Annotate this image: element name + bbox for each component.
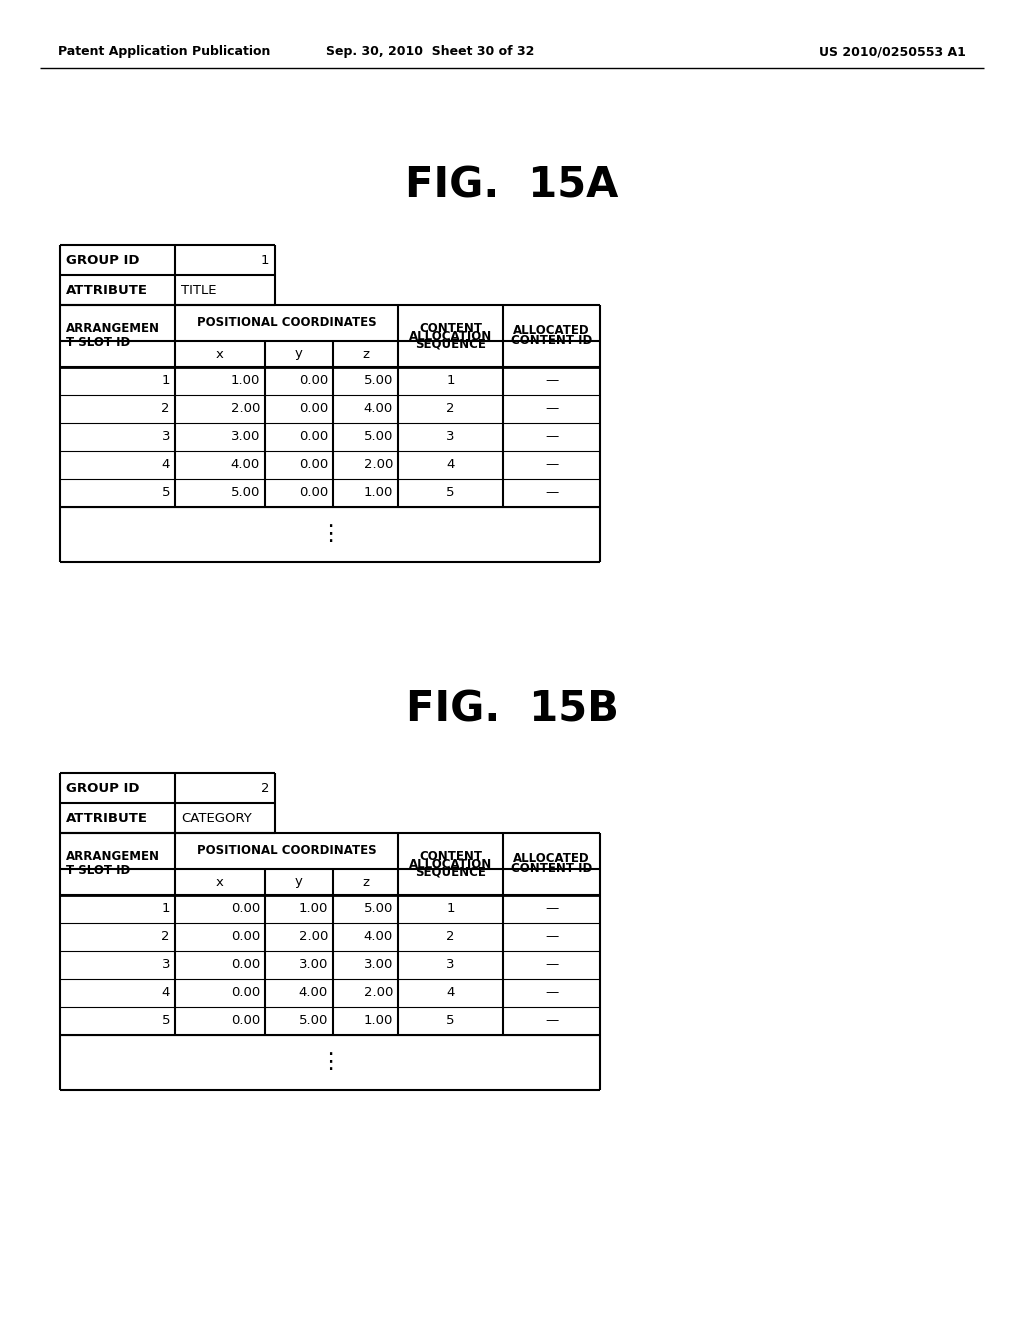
Text: ALLOCATED: ALLOCATED	[513, 325, 590, 338]
Text: ARRANGEMEN: ARRANGEMEN	[66, 322, 160, 335]
Text: ALLOCATION: ALLOCATION	[409, 330, 493, 342]
Text: T SLOT ID: T SLOT ID	[66, 865, 130, 878]
Text: 0.00: 0.00	[230, 958, 260, 972]
Text: 1.00: 1.00	[364, 487, 393, 499]
Text: —: —	[545, 487, 558, 499]
Text: 2.00: 2.00	[364, 986, 393, 999]
Text: CONTENT: CONTENT	[419, 322, 482, 334]
Text: 5.00: 5.00	[364, 430, 393, 444]
Text: 4.00: 4.00	[364, 403, 393, 416]
Text: —: —	[545, 931, 558, 944]
Text: 5.00: 5.00	[230, 487, 260, 499]
Text: CONTENT ID: CONTENT ID	[511, 334, 592, 347]
Text: 1.00: 1.00	[299, 903, 328, 916]
Text: 2.00: 2.00	[230, 403, 260, 416]
Text: 0.00: 0.00	[299, 458, 328, 471]
Text: y: y	[295, 347, 303, 360]
Text: 0.00: 0.00	[299, 430, 328, 444]
Text: FIG.  15B: FIG. 15B	[406, 689, 618, 731]
Text: SEQUENCE: SEQUENCE	[415, 866, 486, 879]
Text: FIG.  15A: FIG. 15A	[406, 164, 618, 206]
Text: 4: 4	[446, 458, 455, 471]
Text: 3.00: 3.00	[230, 430, 260, 444]
Text: CONTENT: CONTENT	[419, 850, 482, 862]
Text: POSITIONAL COORDINATES: POSITIONAL COORDINATES	[197, 845, 376, 858]
Text: 4: 4	[446, 986, 455, 999]
Text: 0.00: 0.00	[299, 375, 328, 388]
Text: 0.00: 0.00	[230, 1015, 260, 1027]
Text: ATTRIBUTE: ATTRIBUTE	[66, 812, 148, 825]
Text: 4: 4	[162, 986, 170, 999]
Text: z: z	[362, 347, 369, 360]
Text: 2: 2	[446, 931, 455, 944]
Text: 0.00: 0.00	[299, 487, 328, 499]
Text: T SLOT ID: T SLOT ID	[66, 337, 130, 350]
Text: —: —	[545, 986, 558, 999]
Text: 4: 4	[162, 458, 170, 471]
Text: CONTENT ID: CONTENT ID	[511, 862, 592, 875]
Text: 3: 3	[446, 958, 455, 972]
Text: 3.00: 3.00	[299, 958, 328, 972]
Text: 5.00: 5.00	[364, 903, 393, 916]
Text: 5.00: 5.00	[364, 375, 393, 388]
Text: 0.00: 0.00	[230, 903, 260, 916]
Text: 3: 3	[162, 958, 170, 972]
Text: 0.00: 0.00	[230, 986, 260, 999]
Text: 5.00: 5.00	[299, 1015, 328, 1027]
Text: 3: 3	[162, 430, 170, 444]
Text: 2: 2	[446, 403, 455, 416]
Text: 2: 2	[260, 781, 269, 795]
Text: 2: 2	[162, 403, 170, 416]
Text: Sep. 30, 2010  Sheet 30 of 32: Sep. 30, 2010 Sheet 30 of 32	[326, 45, 535, 58]
Text: ⋮: ⋮	[318, 1052, 341, 1072]
Text: 1: 1	[260, 253, 269, 267]
Text: 3.00: 3.00	[364, 958, 393, 972]
Text: z: z	[362, 875, 369, 888]
Text: Patent Application Publication: Patent Application Publication	[58, 45, 270, 58]
Text: 2.00: 2.00	[364, 458, 393, 471]
Text: —: —	[545, 403, 558, 416]
Text: ARRANGEMEN: ARRANGEMEN	[66, 850, 160, 863]
Text: —: —	[545, 903, 558, 916]
Text: GROUP ID: GROUP ID	[66, 781, 139, 795]
Text: SEQUENCE: SEQUENCE	[415, 338, 486, 351]
Text: 1.00: 1.00	[364, 1015, 393, 1027]
Text: x: x	[216, 875, 224, 888]
Text: 5: 5	[446, 487, 455, 499]
Text: —: —	[545, 430, 558, 444]
Text: ATTRIBUTE: ATTRIBUTE	[66, 284, 148, 297]
Text: —: —	[545, 1015, 558, 1027]
Text: POSITIONAL COORDINATES: POSITIONAL COORDINATES	[197, 317, 376, 330]
Text: 4.00: 4.00	[299, 986, 328, 999]
Text: 5: 5	[446, 1015, 455, 1027]
Text: 1: 1	[446, 375, 455, 388]
Text: 4.00: 4.00	[230, 458, 260, 471]
Text: US 2010/0250553 A1: US 2010/0250553 A1	[819, 45, 966, 58]
Text: TITLE: TITLE	[181, 284, 216, 297]
Text: 2.00: 2.00	[299, 931, 328, 944]
Text: —: —	[545, 958, 558, 972]
Text: GROUP ID: GROUP ID	[66, 253, 139, 267]
Text: x: x	[216, 347, 224, 360]
Text: 0.00: 0.00	[299, 403, 328, 416]
Text: —: —	[545, 375, 558, 388]
Text: 1.00: 1.00	[230, 375, 260, 388]
Text: y: y	[295, 875, 303, 888]
Text: 2: 2	[162, 931, 170, 944]
Text: CATEGORY: CATEGORY	[181, 812, 252, 825]
Text: 5: 5	[162, 487, 170, 499]
Text: 5: 5	[162, 1015, 170, 1027]
Text: 1: 1	[446, 903, 455, 916]
Text: 0.00: 0.00	[230, 931, 260, 944]
Text: ALLOCATED: ALLOCATED	[513, 853, 590, 866]
Text: 1: 1	[162, 375, 170, 388]
Text: 1: 1	[162, 903, 170, 916]
Text: ⋮: ⋮	[318, 524, 341, 544]
Text: —: —	[545, 458, 558, 471]
Text: 4.00: 4.00	[364, 931, 393, 944]
Text: 3: 3	[446, 430, 455, 444]
Text: ALLOCATION: ALLOCATION	[409, 858, 493, 870]
